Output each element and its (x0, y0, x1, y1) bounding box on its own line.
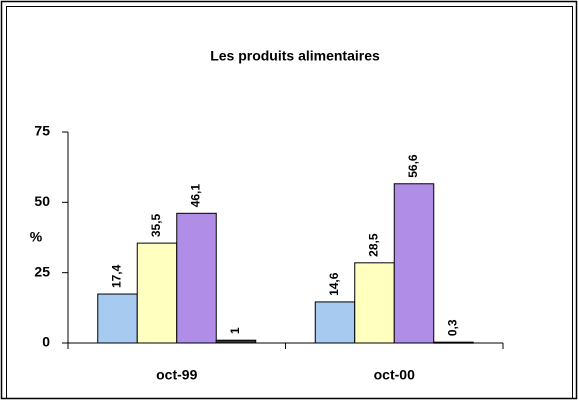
value-label: 46,1 (189, 184, 203, 208)
bar (314, 301, 356, 344)
bar (97, 293, 138, 344)
value-label: 56,6 (406, 154, 420, 178)
inner-border (6, 6, 573, 399)
y-tick-label: 75 (34, 123, 50, 139)
value-label: 17,4 (110, 264, 124, 288)
bar (354, 262, 395, 344)
value-label: 1 (228, 327, 242, 334)
chart-title: Les produits alimentaires (210, 48, 380, 64)
y-tick-label: 0 (42, 334, 50, 350)
bar (393, 183, 435, 344)
value-label: 14,6 (327, 272, 341, 296)
y-tick-label: 25 (34, 263, 50, 279)
value-label: 35,5 (149, 213, 163, 237)
y-axis-label: % (30, 229, 43, 245)
value-label: 0,3 (446, 319, 460, 336)
x-tick-label: oct-00 (374, 367, 415, 383)
value-label: 28,5 (367, 233, 381, 257)
bar (176, 212, 217, 344)
y-tick-label: 50 (34, 193, 50, 209)
bar (136, 242, 178, 344)
x-tick-label: oct-99 (156, 367, 197, 383)
